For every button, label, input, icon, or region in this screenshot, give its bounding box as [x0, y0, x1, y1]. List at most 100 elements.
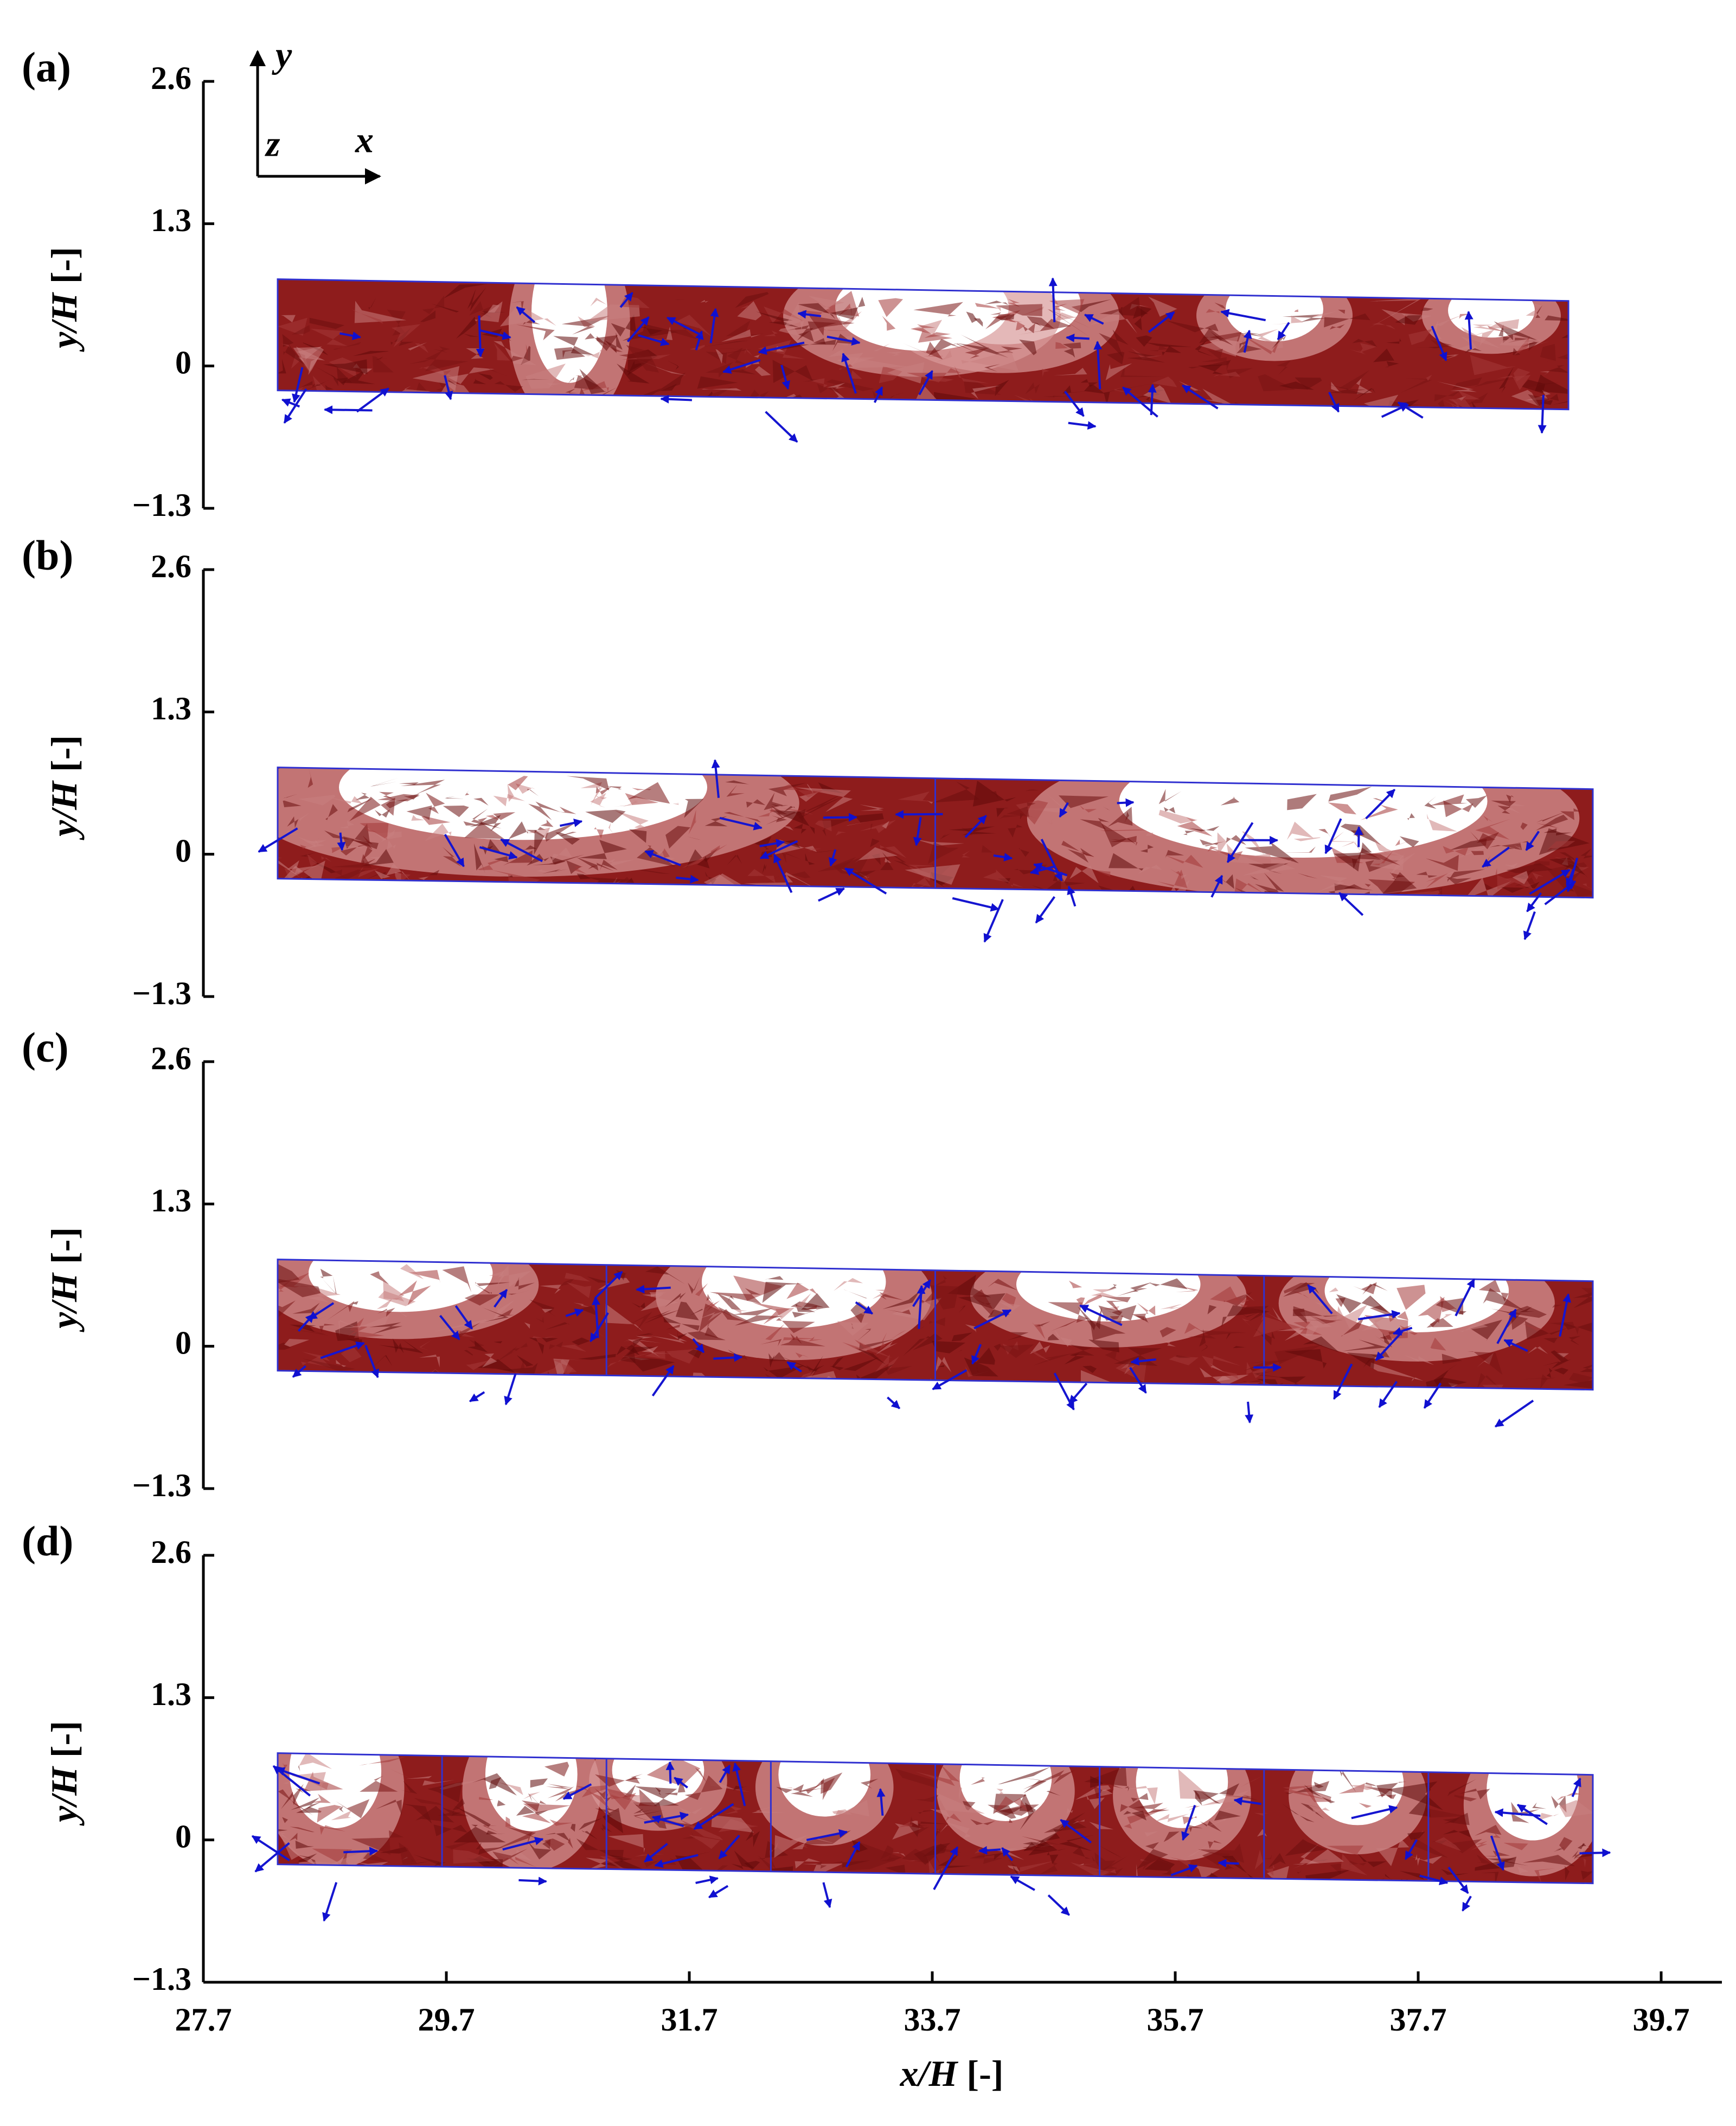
- vortex-patch: [1090, 1776, 1103, 1788]
- vortex-patch: [588, 864, 607, 870]
- vortex-patch: [830, 1860, 870, 1868]
- vortex-patch: [481, 311, 506, 318]
- vortex-patch: [1244, 1359, 1290, 1371]
- vortex-patch: [758, 808, 776, 817]
- vortex-patch: [1193, 1865, 1220, 1879]
- vortex-patch: [1106, 352, 1125, 365]
- vortex-patch: [1399, 836, 1419, 847]
- vortex-patch: [972, 1289, 994, 1316]
- vortex-patch: [1047, 309, 1092, 338]
- vortex-patch: [1257, 329, 1279, 345]
- vortex-patch: [875, 1340, 898, 1355]
- vortex-patch: [1067, 848, 1094, 863]
- vortex-patch: [491, 856, 509, 863]
- vortex-patch: [1234, 878, 1264, 898]
- vortex-patch: [939, 833, 951, 840]
- y-axis-label: y/H [-]: [43, 247, 85, 352]
- vortex-patch: [1099, 329, 1129, 358]
- vortex-patch: [1546, 1887, 1569, 1902]
- vortex-patch: [368, 297, 376, 310]
- vortex-patch: [1433, 320, 1442, 340]
- vortex-patch: [544, 1838, 565, 1851]
- vortex-patch: [1494, 1390, 1526, 1400]
- velocity-vector: [454, 1305, 473, 1330]
- vortex-patch: [378, 1339, 424, 1354]
- vortex-patch: [1342, 1339, 1387, 1351]
- vortex-patch: [832, 334, 854, 351]
- vortex-patch: [283, 800, 302, 807]
- vortex-patch: [300, 835, 323, 850]
- vortex-patch: [1199, 328, 1233, 346]
- velocity-vector: [1529, 869, 1571, 895]
- vortex-patch: [1246, 898, 1259, 906]
- vortex-patch: [594, 827, 604, 839]
- velocity-vector: [518, 1876, 547, 1886]
- velocity-vector: [1084, 314, 1104, 325]
- vortex-patch: [414, 343, 429, 353]
- vortex-patch: [403, 794, 420, 800]
- vortex-patch: [1360, 1359, 1377, 1367]
- velocity-vector: [651, 1365, 675, 1397]
- vortex-patch: [558, 398, 566, 403]
- vortex-patch: [776, 1318, 815, 1333]
- vortex-patch: [340, 844, 368, 855]
- vortex-patch: [478, 373, 493, 380]
- velocity-vector: [827, 335, 861, 346]
- vortex-patch: [528, 801, 561, 820]
- vortex-patch: [1007, 1332, 1029, 1340]
- vortex-patch: [529, 1299, 556, 1318]
- vortex-patch: [1304, 412, 1327, 421]
- vortex-patch: [1042, 395, 1070, 398]
- vortex-patch: [817, 857, 856, 872]
- vortex-patch: [1548, 365, 1568, 373]
- vortex-patch: [1054, 1330, 1072, 1347]
- vortex-patch: [944, 406, 953, 410]
- velocity-vector: [841, 353, 857, 394]
- vortex-patch: [1137, 1303, 1156, 1316]
- vortex-patch: [470, 1868, 486, 1879]
- vortex-patch: [629, 1357, 675, 1372]
- vortex-patch: [287, 816, 299, 828]
- vortex-patch: [1468, 392, 1488, 404]
- x-tick-label: 29.7: [418, 2002, 475, 2038]
- velocity-vector: [708, 1885, 729, 1899]
- vortex-patch: [433, 1314, 492, 1332]
- velocity-vector: [732, 1762, 746, 1806]
- vortex-patch: [1274, 1344, 1323, 1369]
- vortex-patch: [383, 1280, 405, 1300]
- velocity-vector: [500, 838, 543, 863]
- vortex-patch: [1176, 1355, 1192, 1358]
- vortex-patch: [1551, 1350, 1568, 1362]
- vortex-patch: [932, 1340, 966, 1354]
- vortex-patch: [367, 1372, 406, 1382]
- vortex-patch: [635, 1332, 655, 1336]
- vortex-patch: [516, 1805, 548, 1816]
- vortex-patch: [1575, 1852, 1593, 1869]
- vortex-patch: [674, 299, 687, 300]
- vortex-patch: [1114, 1348, 1162, 1366]
- velocity-vector: [1117, 798, 1135, 807]
- vortex-patch: [1018, 848, 1029, 857]
- vortex-patch: [354, 301, 407, 323]
- vortex-patch: [1439, 354, 1459, 361]
- vortex-patch: [1470, 1319, 1502, 1342]
- vortex-patch: [795, 1352, 809, 1358]
- vortex-patch: [1158, 809, 1198, 824]
- vortex-patch: [401, 780, 445, 795]
- vortex-patch: [590, 297, 607, 307]
- vortex-patch: [1386, 338, 1401, 344]
- vortex-patch: [1334, 842, 1372, 872]
- vortex-patch: [1408, 329, 1432, 345]
- vortex-patch: [1436, 314, 1465, 326]
- vortex-patch: [579, 840, 627, 859]
- vortex-patch: [1517, 1866, 1529, 1874]
- vortex-patch: [809, 315, 855, 336]
- vortex-patch: [677, 1330, 688, 1340]
- vortex-patch: [555, 832, 580, 845]
- vortex-patch: [1523, 1324, 1543, 1333]
- vortex-patch: [665, 826, 690, 849]
- vortex-patch: [390, 341, 393, 345]
- vortex-patch: [581, 1785, 607, 1798]
- vortex-patch: [540, 819, 554, 827]
- vortex-patch: [299, 812, 310, 821]
